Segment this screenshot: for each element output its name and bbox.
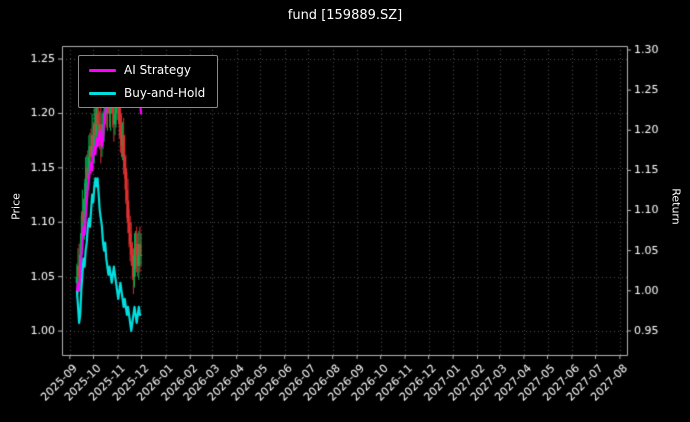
legend-item-buy-and-hold: Buy-and-Hold [89, 86, 205, 100]
right-axis-label: Return [669, 188, 683, 225]
legend-label-ai-strategy: AI Strategy [124, 63, 191, 77]
chart-title: fund [159889.SZ] [287, 8, 403, 23]
legend: AI Strategy Buy-and-Hold [78, 55, 219, 108]
buy-and-hold-line-swatch [89, 91, 116, 95]
legend-label-buy-and-hold: Buy-and-Hold [124, 86, 206, 100]
legend-item-ai-strategy: AI Strategy [89, 63, 205, 77]
left-axis-label: Price [9, 193, 23, 220]
ai-strategy-line-swatch [89, 68, 116, 72]
